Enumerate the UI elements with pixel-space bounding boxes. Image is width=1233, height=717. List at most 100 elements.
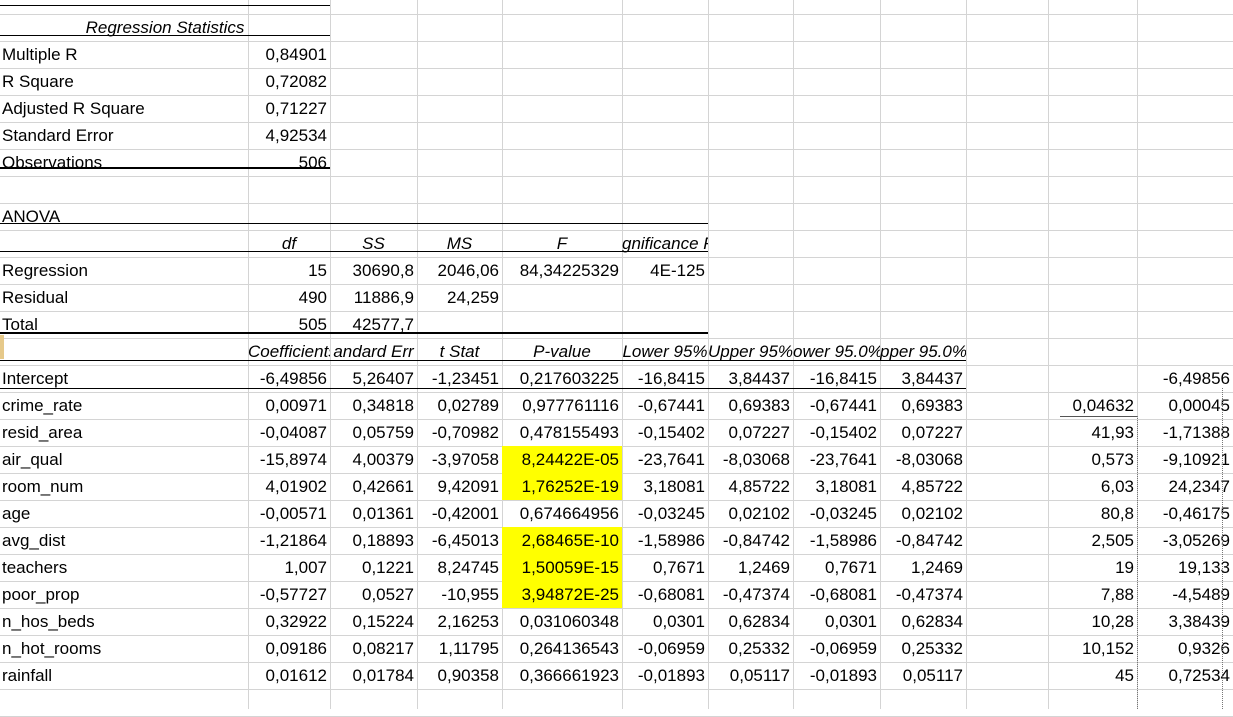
extra-value-1[interactable]: 80,8 [1100,504,1134,523]
anova-ss[interactable]: 42577,7 [352,315,414,334]
stat-value[interactable]: 0,72082 [265,72,327,91]
coef-up2[interactable]: 0,07227 [901,423,963,442]
extra-value-2[interactable]: -0,46175 [1162,504,1230,523]
coef-up[interactable]: 0,62834 [728,612,790,631]
coef-lo[interactable]: -23,7641 [637,450,705,469]
extra-value-2[interactable]: 0,00045 [1168,396,1230,415]
coef-t[interactable]: -10,955 [441,585,499,604]
coef-se[interactable]: 0,05759 [352,423,414,442]
coef-p[interactable]: 0,674664956 [519,504,619,523]
coef-up[interactable]: 0,07227 [728,423,790,442]
coef-coef[interactable]: -0,00571 [259,504,327,523]
coef-se[interactable]: 0,42661 [352,477,414,496]
extra-value-1[interactable]: 2,505 [1091,531,1134,550]
coef-up[interactable]: 0,02102 [728,504,790,523]
coef-up2[interactable]: 0,69383 [901,396,963,415]
regression-statistics-title[interactable]: Regression Statistics [85,18,245,37]
anova-ss[interactable]: 11886,9 [353,288,414,307]
coef-t[interactable]: -0,70982 [431,423,499,442]
coef-se[interactable]: 0,01784 [352,666,414,685]
anova-title[interactable]: ANOVA [2,207,61,226]
coef-up[interactable]: 0,25332 [728,639,790,658]
coef-row-label[interactable]: avg_dist [2,531,66,550]
coef-row-label[interactable]: resid_area [2,423,83,442]
coef-lo[interactable]: -16,8415 [637,369,705,388]
coef-coef[interactable]: 0,01612 [265,666,327,685]
extra-value-2[interactable]: 0,72534 [1168,666,1230,685]
coef-up[interactable]: 1,2469 [738,558,790,577]
coef-lo[interactable]: 0,7671 [653,558,705,577]
coef-row-label[interactable]: age [2,504,31,523]
coef-up2[interactable]: 0,05117 [902,666,963,685]
coef-p[interactable]: 0,031060348 [519,612,619,631]
coef-p[interactable]: 2,68465E-10 [502,527,622,554]
coef-lo2[interactable]: 0,7671 [825,558,877,577]
coef-lo[interactable]: -0,67441 [637,396,705,415]
anova-header[interactable]: gnificance F [622,234,708,253]
coef-se[interactable]: 0,01361 [352,504,414,523]
coef-p[interactable]: 3,94872E-25 [502,581,622,608]
coef-lo[interactable]: -0,03245 [637,504,705,523]
coef-row-label[interactable]: n_hot_rooms [2,639,102,658]
coef-p[interactable]: 1,50059E-15 [502,554,622,581]
stat-label[interactable]: R Square [2,72,74,91]
coef-row-label[interactable]: poor_prop [2,585,80,604]
coef-up2[interactable]: -0,84742 [895,531,963,550]
coef-p[interactable]: 0,366661923 [519,666,619,685]
anova-ms[interactable]: 2046,06 [437,261,499,280]
coef-row-label[interactable]: Intercept [2,369,69,388]
coef-t[interactable]: 9,42091 [437,477,499,496]
coef-row-label[interactable]: room_num [2,477,84,496]
anova-f[interactable] [502,284,622,311]
anova-f[interactable]: 84,34225329 [519,261,619,280]
coef-header[interactable]: andard Err [333,342,414,361]
coef-se[interactable]: 4,00379 [352,450,414,469]
coef-se[interactable]: 0,0527 [362,585,414,604]
extra-value-1[interactable] [1048,365,1137,392]
stat-value[interactable]: 0,84901 [265,45,327,64]
anova-df[interactable]: 505 [298,315,327,334]
coef-header[interactable]: Coefficients [248,342,330,361]
coef-se[interactable]: 0,15224 [352,612,414,631]
extra-value-1[interactable]: 10,152 [1082,639,1134,658]
coef-up[interactable]: -8,03068 [722,450,790,469]
coef-up[interactable]: -0,84742 [722,531,790,550]
coef-lo2[interactable]: -0,03245 [809,504,877,523]
coef-up2[interactable]: 0,02102 [901,504,963,523]
coef-lo[interactable]: -0,06959 [637,639,705,658]
coef-t[interactable]: 0,90358 [437,666,499,685]
coef-t[interactable]: 1,11795 [438,639,499,658]
coef-t[interactable]: -0,42001 [431,504,499,523]
extra-value-2[interactable]: 19,133 [1178,558,1230,577]
coef-lo[interactable]: -1,58986 [637,531,705,550]
coef-p[interactable]: 0,264136543 [519,639,619,658]
anova-df[interactable]: 15 [308,261,327,280]
coef-t[interactable]: 0,02789 [437,396,499,415]
coef-coef[interactable]: -6,49856 [259,369,327,388]
anova-row-label[interactable]: Total [2,315,38,334]
coef-up2[interactable]: -8,03068 [895,450,963,469]
extra-value-1[interactable]: 10,28 [1091,612,1134,631]
extra-value-1[interactable]: 19 [1115,558,1134,577]
coef-p[interactable]: 0,217603225 [519,369,619,388]
anova-significance[interactable] [622,284,708,311]
coef-lo[interactable]: -0,68081 [637,585,705,604]
extra-value-1[interactable]: 45 [1115,666,1134,685]
coef-coef[interactable]: 0,09186 [265,639,327,658]
stat-label[interactable]: Standard Error [2,126,114,145]
stat-value[interactable]: 506 [298,153,327,172]
coef-up[interactable]: 0,05117 [729,666,790,685]
coef-up2[interactable]: 0,25332 [901,639,963,658]
coef-header[interactable]: P-value [533,342,591,361]
coef-header[interactable]: Lower 95% [622,342,708,361]
coef-lo2[interactable]: -0,67441 [809,396,877,415]
coef-up[interactable]: 4,85722 [728,477,790,496]
anova-header[interactable]: MS [446,234,473,253]
coef-lo[interactable]: 3,18081 [643,477,705,496]
coef-coef[interactable]: -1,21864 [259,531,327,550]
anova-header[interactable]: F [556,234,568,253]
coef-lo2[interactable]: 3,18081 [815,477,877,496]
anova-df[interactable]: 490 [298,288,327,307]
anova-row-label[interactable]: Regression [2,261,88,280]
coef-row-label[interactable]: crime_rate [2,396,83,415]
